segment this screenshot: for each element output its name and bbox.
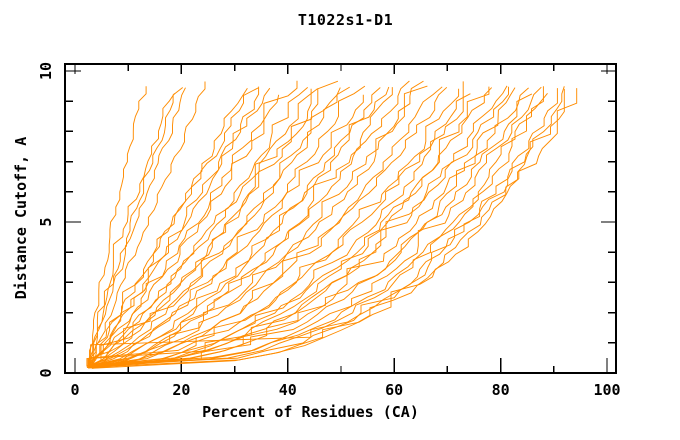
model-accuracy-curve	[88, 93, 548, 366]
x-tick-label: 20	[172, 381, 191, 399]
model-accuracy-curve	[88, 88, 318, 369]
y-tick-label: 0	[37, 368, 55, 378]
x-tick-label: 60	[385, 381, 404, 399]
model-accuracy-curve	[88, 87, 259, 368]
model-accuracy-curve	[88, 93, 175, 366]
model-accuracy-curve	[91, 81, 464, 369]
model-accuracy-curve	[91, 86, 490, 367]
model-accuracy-curve	[89, 85, 366, 366]
model-accuracy-curve	[89, 85, 428, 366]
model-accuracy-curve	[88, 87, 516, 368]
model-accuracy-curve	[86, 88, 578, 368]
model-accuracy-curve	[88, 86, 565, 367]
model-accuracy-curve	[88, 86, 147, 366]
y-tick-label: 5	[37, 217, 55, 227]
model-accuracy-curve	[92, 80, 410, 369]
x-axis-label: Percent of Residues (CA)	[202, 403, 419, 421]
model-accuracy-curve	[87, 86, 350, 367]
model-accuracy-curve	[90, 87, 186, 368]
model-accuracy-curve	[88, 80, 424, 369]
x-tick-label: 40	[278, 381, 297, 399]
model-accuracy-curve	[94, 93, 533, 367]
model-accuracy-curve	[91, 87, 271, 368]
x-tick-label: 100	[593, 381, 621, 399]
y-tick-label: 10	[37, 61, 55, 81]
model-accuracy-curve	[88, 87, 183, 367]
model-accuracy-curve	[91, 87, 393, 367]
x-tick-label: 0	[70, 381, 80, 399]
model-accuracy-curve	[87, 86, 544, 367]
model-accuracy-curve	[86, 86, 509, 367]
model-accuracy-curve	[87, 87, 309, 367]
model-accuracy-curve	[89, 86, 448, 368]
model-accuracy-curve	[86, 94, 280, 367]
model-accuracy-curve	[88, 86, 260, 367]
model-accuracy-curve	[92, 85, 508, 366]
chart-title: T1022s1-D1	[297, 11, 394, 29]
model-accuracy-curve	[87, 87, 381, 368]
model-accuracy-curve	[90, 87, 493, 368]
model-accuracy-curve	[91, 80, 339, 369]
model-accuracy-curve	[90, 88, 558, 368]
model-accuracy-curve	[87, 87, 529, 368]
x-tick-label: 80	[491, 381, 510, 399]
model-accuracy-curve	[91, 81, 206, 369]
model-accuracy-curve	[88, 86, 390, 367]
model-accuracy-curve	[87, 86, 542, 367]
model-accuracy-curve	[88, 80, 298, 368]
model-accuracy-curve	[88, 94, 364, 368]
